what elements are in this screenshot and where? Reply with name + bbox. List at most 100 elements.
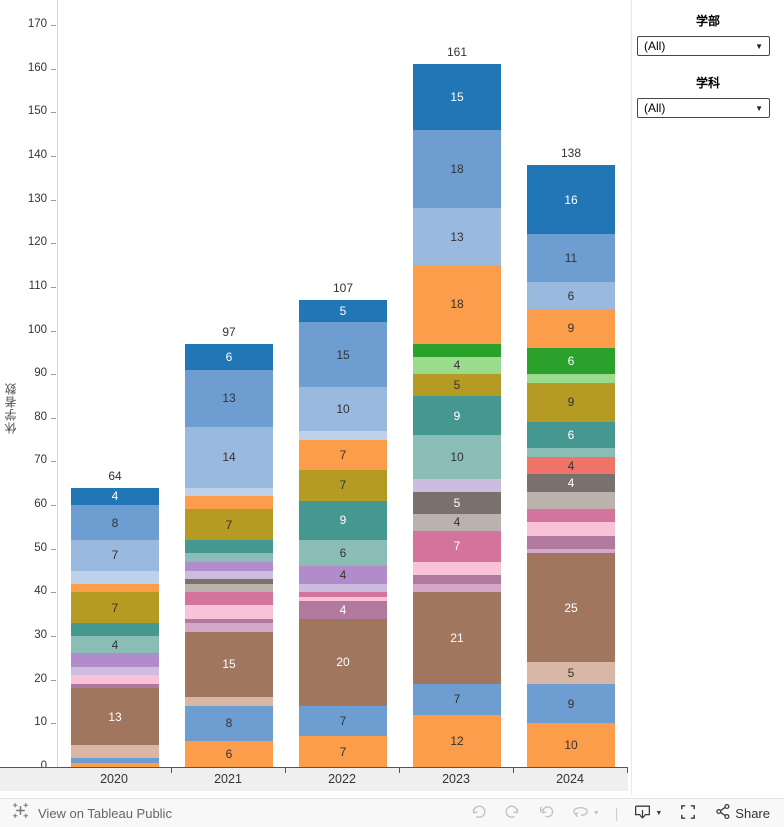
bar-segment-2024-darkBlue[interactable]: 16 [527,164,615,235]
bar-segment-2022-darkBlue[interactable]: 5 [299,299,387,322]
bar-segment-2024-darkPink[interactable] [527,509,615,523]
bar-segment-2020-orchid[interactable] [71,683,159,689]
fullscreen-button[interactable] [677,801,699,826]
bar-segment-2023-teal[interactable]: 9 [413,395,501,436]
bar-segment-2023-darkPink[interactable]: 7 [413,531,501,562]
bar-segment-2024-orange[interactable]: 9 [527,308,615,348]
bar-segment-2022-teal[interactable]: 9 [299,500,387,540]
bar-segment-2021-orchid[interactable] [185,618,273,623]
bar-segment-2024-coral[interactable]: 4 [527,457,615,475]
bar-segment-2021-medBlue[interactable]: 8 [185,705,273,741]
bar-segment-2022-blueGray[interactable]: 10 [299,387,387,431]
bar-segment-2023-ltGreen[interactable]: 4 [413,356,501,375]
bar-segment-2021-taupe[interactable] [185,583,273,593]
bar-segment-2020-medBlue[interactable]: 8 [71,505,159,540]
bar-segment-2021-ltTeal[interactable] [185,553,273,562]
bar-segment-2021-paleBlue[interactable] [185,487,273,497]
bar-segment-2022-ltTeal[interactable]: 6 [299,539,387,567]
redo-button[interactable] [502,801,523,825]
bar-segment-2020-orange[interactable] [71,762,159,767]
bar-segment-2022-medBlue[interactable]: 7 [299,705,387,737]
bar-segment-2021-medBlue[interactable]: 13 [185,369,273,427]
bar-segment-2023-medBlue[interactable]: 18 [413,129,501,209]
bar-segment-2021-darkPink[interactable] [185,592,273,606]
bar-segment-2020-orange[interactable] [71,583,159,593]
bar-segment-2023-medBlue[interactable]: 7 [413,683,501,715]
bar-segment-2022-ltPink[interactable] [299,596,387,602]
bar-segment-2024-ltGreen[interactable] [527,374,615,383]
bar-segment-2024-ltTeal[interactable] [527,448,615,458]
bar-segment-2020-blueGray[interactable]: 7 [71,540,159,571]
bar-segment-2023-ltOrchid[interactable] [413,583,501,593]
bar-segment-2023-brown[interactable]: 21 [413,592,501,684]
bar-segment-2024-blueGray[interactable]: 6 [527,282,615,309]
bar-segment-2020-paleBlue[interactable] [71,570,159,584]
bar-segment-2024-ltPink[interactable] [527,522,615,536]
bar-segment-2022-darkPink[interactable] [299,592,387,597]
bar-segment-2023-darkBlue[interactable]: 15 [413,64,501,130]
bar-segment-2024-brown[interactable]: 25 [527,553,615,663]
bar-segment-2020-paleLav[interactable] [71,666,159,676]
bar-segment-2020-olive[interactable]: 7 [71,592,159,623]
bar-segment-2021-orange[interactable] [185,496,273,510]
bar-segment-2020-brown[interactable]: 13 [71,688,159,746]
bar-segment-2021-olive[interactable]: 7 [185,509,273,540]
bar-segment-2024-teal[interactable]: 6 [527,422,615,449]
bar-segment-2021-ltPink[interactable] [185,605,273,619]
bar-segment-2024-darkGray[interactable]: 4 [527,474,615,492]
revert-button[interactable] [536,801,557,825]
bar-segment-2020-tan[interactable] [71,745,159,759]
bar-segment-2024-medBlue[interactable]: 9 [527,683,615,724]
bar-segment-2022-orange[interactable]: 7 [299,736,387,767]
download-button[interactable]: ▼ [631,801,664,826]
bar-segment-2022-brown[interactable]: 20 [299,618,387,706]
bar-segment-2024-olive[interactable]: 9 [527,382,615,423]
bar-segment-2024-medBlue[interactable]: 11 [527,234,615,283]
bar-segment-2024-orchid[interactable] [527,535,615,549]
bar-segment-2020-medPurple[interactable] [71,653,159,667]
bar-segment-2023-darkGreen[interactable] [413,343,501,357]
bar-segment-2022-medBlue[interactable]: 15 [299,321,387,388]
bar-segment-2020-ltPink[interactable] [71,675,159,684]
bar-segment-2023-olive[interactable]: 5 [413,374,501,396]
bar-segment-2020-darkBlue[interactable]: 4 [71,487,159,506]
bar-segment-2023-darkGray[interactable]: 5 [413,491,501,514]
bar-segment-2023-orange[interactable]: 12 [413,714,501,767]
undo-button[interactable] [468,801,489,825]
share-button[interactable]: Share [712,801,772,825]
bar-segment-2023-orchid[interactable] [413,574,501,584]
bar-segment-2022-paleBlue[interactable] [299,430,387,440]
bar-segment-2020-teal[interactable] [71,622,159,636]
bar-segment-2022-orchid[interactable]: 4 [299,601,387,619]
bar-segment-2020-medBlue[interactable] [71,758,159,763]
bar-segment-2024-darkGreen[interactable]: 6 [527,347,615,375]
view-on-tableau-public-link[interactable]: View on Tableau Public [12,802,172,824]
bar-segment-2022-medPurple[interactable]: 4 [299,566,387,584]
bar-segment-2021-darkBlue[interactable]: 6 [185,343,273,370]
bar-segment-2023-ltTeal[interactable]: 10 [413,435,501,479]
refresh-button[interactable]: ▼ [570,801,602,825]
bar-segment-2021-brown[interactable]: 15 [185,631,273,698]
bar-segment-2024-orange[interactable]: 10 [527,723,615,767]
bar-segment-2022-paleLav[interactable] [299,583,387,593]
filter-dropdown-gakka[interactable]: (All) ▼ [637,98,770,118]
bar-segment-2024-ltOrchid[interactable] [527,548,615,554]
bar-segment-2021-blueGray[interactable]: 14 [185,426,273,488]
bar-segment-2022-orange[interactable]: 7 [299,439,387,471]
bar-segment-2021-tan[interactable] [185,697,273,706]
bar-segment-2023-blueGray[interactable]: 13 [413,208,501,266]
bar-segment-2023-paleLav[interactable] [413,478,501,492]
bar-segment-2021-darkGray[interactable] [185,579,273,584]
bar-segment-2021-orange[interactable]: 6 [185,740,273,767]
bar-segment-2021-teal[interactable] [185,540,273,554]
bar-segment-2020-ltTeal[interactable]: 4 [71,636,159,654]
bar-segment-2021-paleLav[interactable] [185,570,273,580]
bar-segment-2022-olive[interactable]: 7 [299,470,387,501]
bar-segment-2023-ltPink[interactable] [413,561,501,575]
bar-segment-2023-taupe[interactable]: 4 [413,513,501,532]
bar-segment-2021-ltOrchid[interactable] [185,622,273,632]
bar-segment-2023-orange[interactable]: 18 [413,265,501,344]
bar-segment-2024-taupe[interactable] [527,491,615,510]
bar-segment-2024-tan[interactable]: 5 [527,662,615,684]
bar-segment-2021-medPurple[interactable] [185,561,273,571]
